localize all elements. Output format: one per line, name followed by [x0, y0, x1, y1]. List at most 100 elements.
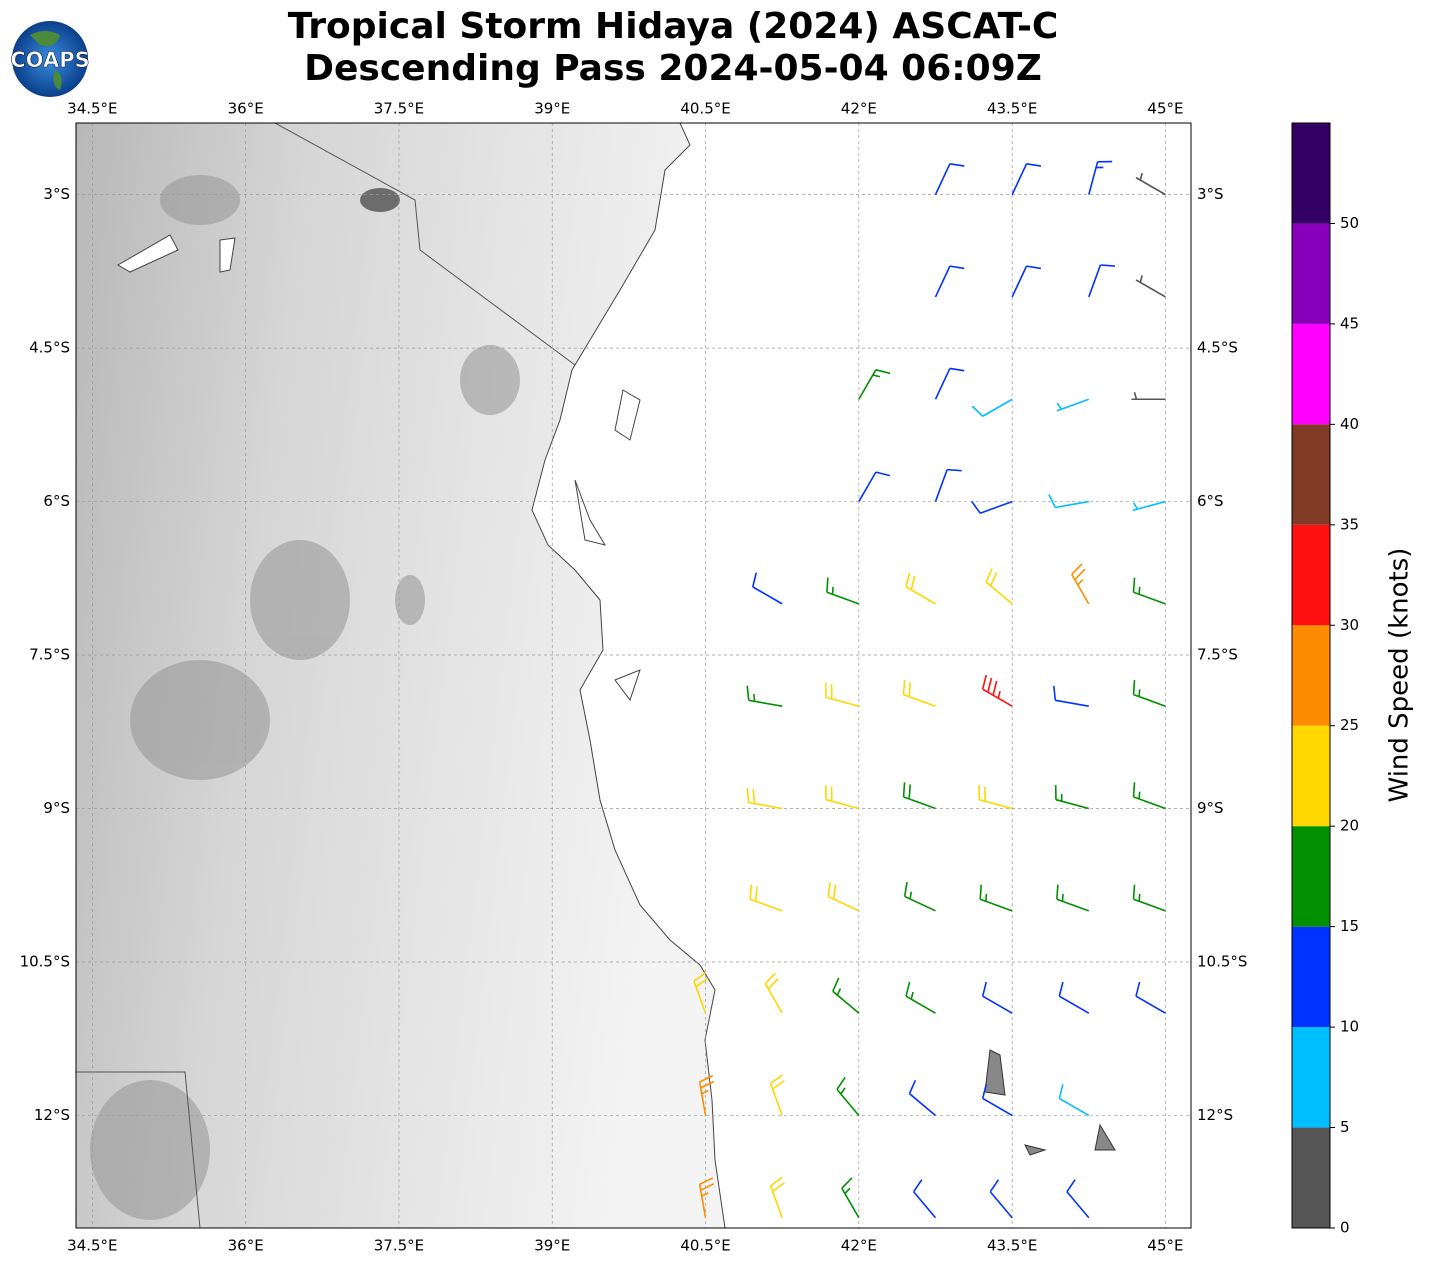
- colorbar-segment: [1292, 1127, 1330, 1228]
- x-tick-label: 43.5°E: [987, 1237, 1037, 1255]
- wind-barb: [985, 568, 1013, 605]
- y-tick-label: 4.5°S: [29, 339, 70, 357]
- wind-barb: [934, 468, 962, 502]
- logo-text: COAPS: [10, 48, 89, 72]
- wind-barb: [1132, 500, 1166, 512]
- wind-barb: [824, 682, 860, 707]
- x-tick-label: 42°E: [841, 1237, 877, 1255]
- map-frame: [75, 122, 1192, 1229]
- x-tick-label: 37.5°E: [374, 100, 424, 118]
- terrain: [90, 175, 520, 1220]
- wind-barb: [981, 981, 1013, 1014]
- wind-barb: [1058, 1084, 1090, 1117]
- wind-barb: [749, 884, 783, 912]
- x-tick-label: 39°E: [534, 100, 570, 118]
- wind-barb: [769, 1074, 785, 1116]
- wind-barb: [934, 367, 965, 400]
- wind-barb: [1088, 160, 1113, 195]
- wind-barb: [978, 785, 1013, 810]
- colorbar-tick-label: 0: [1340, 1219, 1350, 1237]
- wind-barb: [698, 1177, 715, 1218]
- x-tick-label: 43.5°E: [987, 100, 1037, 118]
- colorbar-tick-label: 5: [1340, 1118, 1350, 1136]
- colorbar-label: Wind Speed (knots): [1385, 548, 1415, 803]
- colorbar-tick-label: 20: [1340, 817, 1359, 835]
- x-tick-label: 40.5°E: [680, 1237, 730, 1255]
- colorbar-segment: [1292, 1027, 1330, 1128]
- colorbar-segment: [1292, 926, 1330, 1028]
- colorbar-tick-label: 10: [1340, 1018, 1359, 1036]
- y-tick-label: 3°S: [43, 185, 70, 203]
- colorbar-tick-label: 30: [1340, 616, 1359, 634]
- wind-barb: [979, 884, 1013, 912]
- wind-barb: [746, 685, 783, 707]
- wind-barb: [905, 572, 936, 605]
- y-tick-label: 6°S: [1197, 492, 1224, 510]
- land: [76, 123, 726, 1228]
- tick-labels: 34.5°E 34.5°E 36°E 36°E 37.5°E 37.5°E 39°E 39°E…: [20, 100, 1248, 1255]
- colorbar-tick-label: 40: [1340, 415, 1359, 433]
- y-tick-label: 7.5°S: [29, 646, 70, 664]
- wind-barb: [751, 572, 783, 605]
- colorbar-frame: [1291, 122, 1331, 1229]
- wind-barb: [841, 1177, 860, 1219]
- logo: COAPS: [10, 21, 90, 97]
- wind-barb: [858, 471, 891, 502]
- wind-barb: [832, 977, 860, 1014]
- wind-barb: [827, 881, 860, 912]
- wind-barb: [1048, 494, 1089, 509]
- y-tick-label: 12°S: [1197, 1106, 1233, 1124]
- y-tick-label: 6°S: [43, 492, 70, 510]
- map-area: [76, 123, 1191, 1228]
- grid: [76, 123, 1191, 1228]
- y-tick-label: 10.5°S: [20, 952, 70, 970]
- colorbar-tick-label: 25: [1340, 716, 1359, 734]
- wind-barbs: [693, 160, 1166, 1219]
- y-tick-label: 7.5°S: [1197, 646, 1238, 664]
- colorbar: 0 5 10 15 20 25 30 35 40 45 50: [1291, 122, 1359, 1237]
- wind-barb: [981, 674, 1013, 707]
- wind-barb: [902, 679, 936, 707]
- comoros: [984, 1049, 1116, 1156]
- wind-barb: [826, 577, 860, 605]
- wind-barb: [902, 782, 936, 810]
- wind-barb: [1132, 884, 1166, 912]
- wind-barb: [1056, 398, 1090, 412]
- wind-barb: [1053, 685, 1089, 707]
- colorbar-segment: [1292, 123, 1330, 224]
- colorbar-segment: [1292, 725, 1330, 827]
- wind-barb: [908, 1079, 937, 1117]
- wind-barb: [1056, 884, 1090, 912]
- x-tick-label: 34.5°E: [67, 1237, 117, 1255]
- wind-barb: [746, 788, 783, 810]
- x-tick-label: 45°E: [1147, 100, 1183, 118]
- wind-barb: [1011, 163, 1042, 195]
- colorbar-tick-label: 45: [1340, 314, 1359, 332]
- colorbar-tick-label: 15: [1340, 917, 1359, 935]
- borders: [76, 123, 576, 1228]
- wind-barb: [1135, 981, 1166, 1014]
- x-tick-label: 40.5°E: [680, 100, 730, 118]
- wind-barb: [1132, 782, 1166, 810]
- x-tick-label: 37.5°E: [374, 1237, 424, 1255]
- wind-barb: [1058, 981, 1090, 1014]
- x-tick-label: 36°E: [228, 1237, 264, 1255]
- wind-barb: [981, 1084, 1013, 1117]
- colorbar-tick-label: 50: [1340, 214, 1359, 232]
- colorbar-segment: [1292, 524, 1330, 626]
- wind-barb: [693, 971, 709, 1014]
- wind-barb: [1066, 1179, 1090, 1219]
- x-tick-label: 45°E: [1147, 1237, 1183, 1255]
- wind-barb: [971, 398, 1013, 417]
- colorbar-segment: [1292, 323, 1330, 425]
- wind-barb: [1131, 392, 1166, 401]
- wind-barb: [698, 1074, 715, 1116]
- wind-barb: [903, 881, 936, 912]
- wind-barb: [858, 369, 891, 400]
- wind-barb: [1135, 172, 1166, 196]
- wind-barb: [1088, 264, 1116, 298]
- wind-barb: [769, 1176, 785, 1219]
- wind-barb: [824, 785, 860, 810]
